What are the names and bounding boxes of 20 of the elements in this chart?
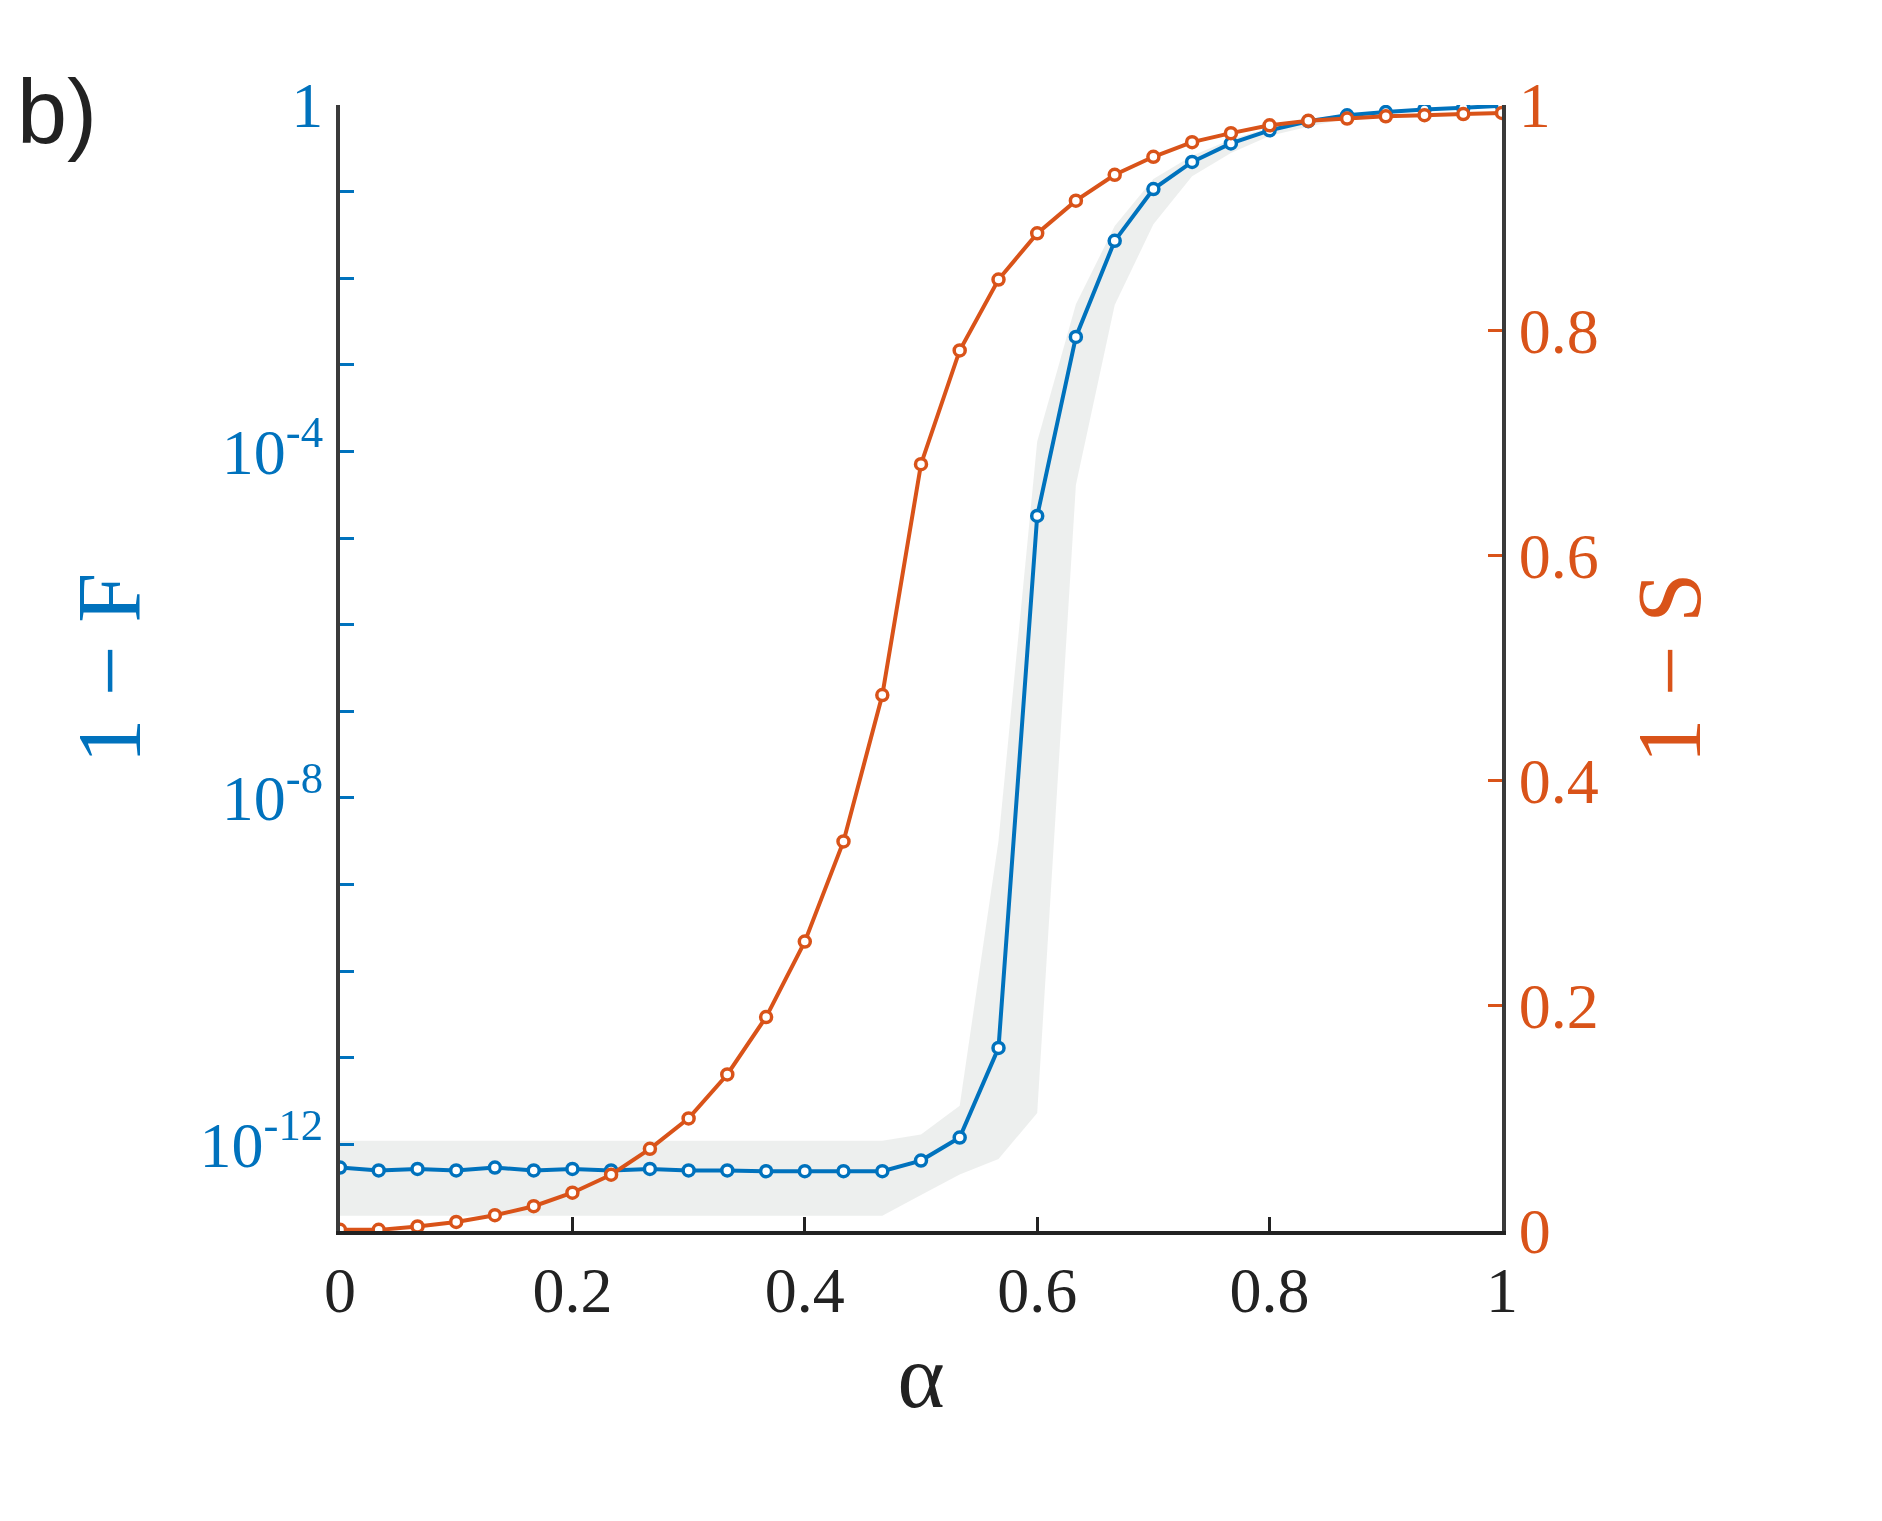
y2-tick-label: 0.6 <box>1518 520 1599 592</box>
x-tick-label: 0.8 <box>1229 1254 1310 1326</box>
y-tick-label: 10$^{-4}$ <box>221 406 324 488</box>
y-tick-label: 1 <box>291 70 324 142</box>
text: b) <box>17 62 98 162</box>
y2-axis-title: 1 − S <box>1619 572 1719 764</box>
x-tick-label: 0.6 <box>997 1254 1078 1326</box>
x-tick-label: 0 <box>324 1254 356 1326</box>
y-tick-label: 10$^{-12}$ <box>199 1099 324 1181</box>
y-axis-title: 1 − F <box>59 572 159 764</box>
y2-tick-label: 0 <box>1518 1196 1551 1268</box>
x-tick-label: 0.2 <box>532 1254 613 1326</box>
y-tick-label: 10$^{-8}$ <box>221 753 324 835</box>
x-tick-label: 1 <box>1486 1254 1518 1326</box>
y2-tick-label: 0.8 <box>1518 295 1599 367</box>
y2-tick-label: 0.2 <box>1518 971 1599 1043</box>
y2-tick-label: 0.4 <box>1518 746 1599 817</box>
y2-tick-label: 1 <box>1518 70 1551 142</box>
x-tick-label: 0.4 <box>764 1254 845 1326</box>
x-axis-title: α <box>897 1326 945 1426</box>
